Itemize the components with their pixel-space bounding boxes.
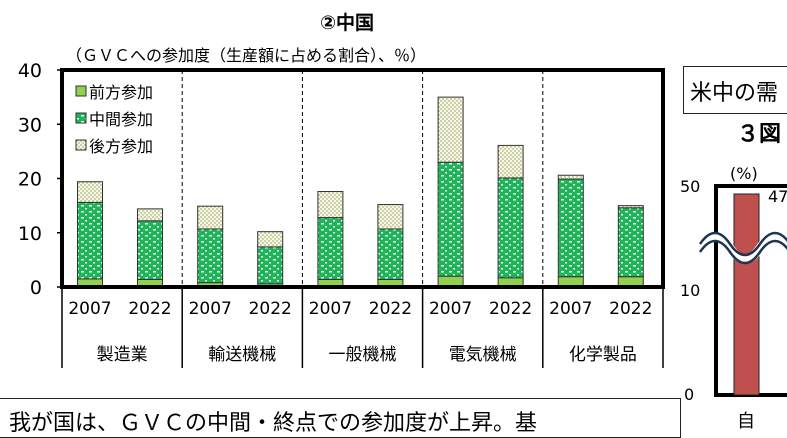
bar-segment-middle bbox=[557, 178, 584, 278]
right-unit-label: (%) bbox=[730, 164, 758, 183]
bar-segment-backward bbox=[317, 191, 344, 219]
legend-swatch bbox=[75, 112, 87, 124]
x-tick-year: 2007 bbox=[549, 299, 592, 319]
x-tick-year: 2022 bbox=[609, 299, 652, 319]
y-tick-label: 0 bbox=[30, 277, 42, 299]
x-tick-year: 2022 bbox=[489, 299, 532, 319]
bar-segment-backward bbox=[197, 205, 224, 230]
right-ytick-10: 10 bbox=[680, 281, 700, 300]
bar-segment-middle bbox=[257, 246, 284, 285]
note-text-box: 我が国は、ＧＶＣの中間・終点での参加度が上昇。基 bbox=[0, 398, 681, 438]
right-bar bbox=[733, 193, 760, 396]
x-group-label: 一般機械 bbox=[329, 345, 397, 365]
legend-swatch bbox=[75, 139, 87, 151]
legend-label: 中間参加 bbox=[89, 110, 153, 129]
x-tick-year: 2007 bbox=[429, 299, 472, 319]
right-panel-chart: (%) 50 10 0 47 自 bbox=[680, 164, 787, 432]
bar-segment-backward bbox=[377, 204, 404, 230]
stacked-bar-chart: 2007 2022 2007 2022 2007 2022 2007 2022 2007 2022… bbox=[18, 60, 665, 368]
bar-segment-backward bbox=[557, 174, 584, 180]
x-tick-year: 2007 bbox=[309, 299, 352, 319]
bar-segment-middle bbox=[197, 228, 224, 284]
bar-segment-middle bbox=[137, 220, 163, 280]
bar-segment-middle bbox=[317, 217, 344, 280]
x-group-label: 電気機械 bbox=[449, 345, 517, 365]
right-x-label: 自 bbox=[737, 411, 755, 432]
chart-title: ②中国 bbox=[319, 12, 375, 34]
right-ytick-0: 0 bbox=[684, 385, 694, 404]
x-group-label: 輸送機械 bbox=[208, 345, 276, 365]
bar-segment-backward bbox=[437, 96, 464, 163]
x-group-label: 化学製品 bbox=[569, 345, 637, 365]
y-tick-label: 30 bbox=[18, 114, 42, 136]
bar-segment-backward bbox=[137, 208, 163, 222]
x-tick-year: 2022 bbox=[249, 299, 292, 319]
bar-segment-backward bbox=[77, 181, 103, 203]
y-tick-label: 20 bbox=[18, 169, 42, 191]
bar-segment-middle bbox=[77, 201, 103, 280]
bar-segment-middle bbox=[437, 161, 464, 277]
legend-label: 後方参加 bbox=[89, 137, 153, 156]
bar-segment-middle bbox=[377, 228, 404, 280]
x-tick-year: 2022 bbox=[369, 299, 412, 319]
right-panel-figure-label: ３図 bbox=[737, 122, 782, 147]
right-bar-label: 47 bbox=[768, 187, 787, 206]
x-tick-year: 2007 bbox=[68, 299, 111, 319]
chart-subtitle: （ＧＶＣへの参加度（生産額に占める割合）、％） bbox=[66, 46, 427, 65]
axis-break-icon bbox=[698, 231, 787, 265]
bar-segment-backward bbox=[257, 231, 284, 248]
axis-break-mask bbox=[696, 232, 787, 264]
legend-swatch bbox=[75, 85, 87, 97]
bar-segment-backward bbox=[617, 205, 644, 209]
right-panel-title-box: 米中の需 bbox=[683, 66, 787, 114]
x-tick-year: 2007 bbox=[189, 299, 232, 319]
legend-label: 前方参加 bbox=[89, 83, 153, 102]
x-tick-year: 2022 bbox=[128, 299, 171, 319]
right-ytick-50: 50 bbox=[680, 177, 700, 196]
bar-segment-middle bbox=[617, 207, 644, 278]
x-group-label: 製造業 bbox=[97, 345, 148, 365]
y-tick-label: 10 bbox=[18, 223, 42, 245]
bar-segment-middle bbox=[497, 177, 524, 279]
y-tick-label: 40 bbox=[18, 60, 42, 82]
bar-segment-backward bbox=[497, 144, 524, 179]
